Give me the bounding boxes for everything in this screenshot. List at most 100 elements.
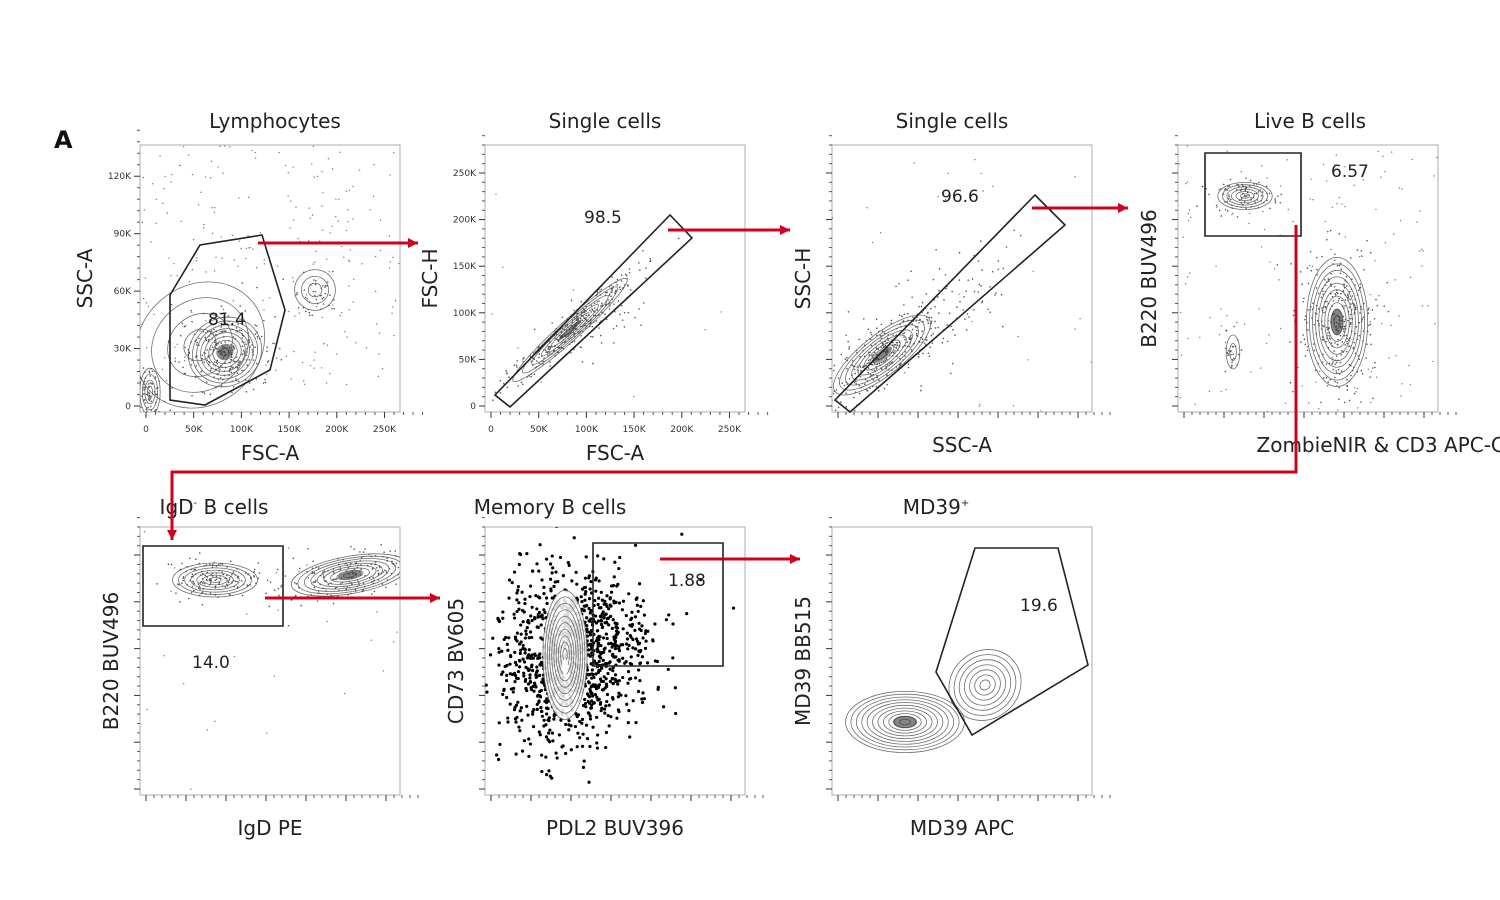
event-dot xyxy=(599,618,603,622)
event-dot xyxy=(903,304,905,306)
density-contour xyxy=(958,659,1012,711)
event-dot xyxy=(1311,265,1314,267)
event-dot xyxy=(239,305,242,307)
event-dot xyxy=(946,340,949,343)
event-dot xyxy=(241,337,244,339)
event-dot xyxy=(308,240,310,242)
event-dot xyxy=(614,625,618,629)
event-dot xyxy=(995,292,997,294)
density-contour xyxy=(141,373,159,411)
event-dot xyxy=(832,217,834,219)
event-dot xyxy=(274,342,276,345)
event-dot xyxy=(233,655,236,658)
event-dot xyxy=(194,356,197,358)
event-dot xyxy=(1335,370,1338,372)
event-dot xyxy=(601,304,603,306)
event-dot xyxy=(1353,184,1355,187)
event-dot xyxy=(634,720,638,725)
event-dot xyxy=(833,369,835,372)
event-dot xyxy=(244,310,247,312)
event-dot xyxy=(875,327,878,330)
event-dot xyxy=(348,260,351,263)
density-contour xyxy=(531,295,609,365)
event-dot xyxy=(634,316,636,319)
event-dot xyxy=(1274,199,1277,202)
event-dot xyxy=(614,643,618,648)
event-dot xyxy=(628,735,632,739)
event-dot xyxy=(677,237,680,240)
event-dot xyxy=(495,753,499,757)
event-dot xyxy=(1263,228,1266,231)
event-dot xyxy=(540,613,544,617)
panel-letter: A xyxy=(54,126,73,154)
event-dot xyxy=(599,709,603,713)
event-dot xyxy=(230,560,232,563)
event-dot xyxy=(629,289,632,291)
event-dot xyxy=(193,582,196,585)
event-dot xyxy=(238,197,240,199)
event-dot xyxy=(519,648,523,652)
event-dot xyxy=(624,613,628,618)
event-dot xyxy=(1351,295,1354,297)
event-dot xyxy=(256,325,258,327)
event-dot xyxy=(1333,259,1336,262)
event-dot xyxy=(616,658,620,662)
plot-title: Single cells xyxy=(896,109,1009,133)
event-dot xyxy=(625,702,629,706)
event-dot xyxy=(596,554,600,558)
event-dot xyxy=(527,754,531,758)
event-dot xyxy=(1370,343,1372,346)
density-contour xyxy=(178,565,252,595)
event-dot xyxy=(920,305,923,308)
plot-frame xyxy=(1177,144,1439,413)
event-dot xyxy=(609,604,613,608)
event-dot xyxy=(1232,353,1234,356)
event-dot xyxy=(639,269,641,271)
event-dot xyxy=(1327,381,1330,383)
event-dot xyxy=(506,720,510,724)
density-contour xyxy=(208,577,222,583)
event-dot xyxy=(214,579,217,582)
gate-percentage: 81.4 xyxy=(208,310,246,330)
event-dot xyxy=(595,662,599,666)
event-dot xyxy=(614,310,616,313)
event-dot xyxy=(642,249,644,252)
event-dot xyxy=(1344,299,1347,301)
event-dot xyxy=(1330,272,1332,275)
event-dot xyxy=(275,572,278,574)
event-dot xyxy=(301,361,304,364)
event-dot xyxy=(245,354,248,357)
event-dot xyxy=(623,312,626,314)
density-contour xyxy=(300,275,329,304)
event-dot xyxy=(1243,200,1246,203)
event-dot xyxy=(1228,194,1230,196)
event-dot xyxy=(956,306,958,308)
event-dot xyxy=(608,614,613,619)
event-dot xyxy=(530,618,534,623)
event-dot xyxy=(533,683,537,687)
density-contour xyxy=(546,602,584,708)
event-dot xyxy=(292,280,295,283)
event-dot xyxy=(575,745,579,749)
event-dot xyxy=(925,338,927,341)
y-axis-label: CD73 BV605 xyxy=(444,598,468,724)
event-dot xyxy=(1301,385,1303,387)
event-dot xyxy=(536,615,540,619)
event-dot xyxy=(625,274,628,277)
event-dot xyxy=(546,738,550,742)
event-dot xyxy=(1327,320,1330,322)
event-dot xyxy=(1370,401,1372,404)
event-dot xyxy=(1386,281,1389,284)
event-dot xyxy=(887,339,889,341)
event-dot xyxy=(165,379,168,382)
event-dot xyxy=(130,600,132,602)
event-dot xyxy=(421,562,423,564)
event-dot xyxy=(886,364,889,366)
event-dot xyxy=(522,739,527,743)
event-dot xyxy=(575,715,579,719)
y-axis-label: B220 BUV496 xyxy=(1137,209,1161,347)
event-dot xyxy=(542,592,546,596)
event-dot xyxy=(196,344,198,346)
title-text: Lymphocytes xyxy=(209,109,341,133)
event-dot xyxy=(892,354,894,357)
